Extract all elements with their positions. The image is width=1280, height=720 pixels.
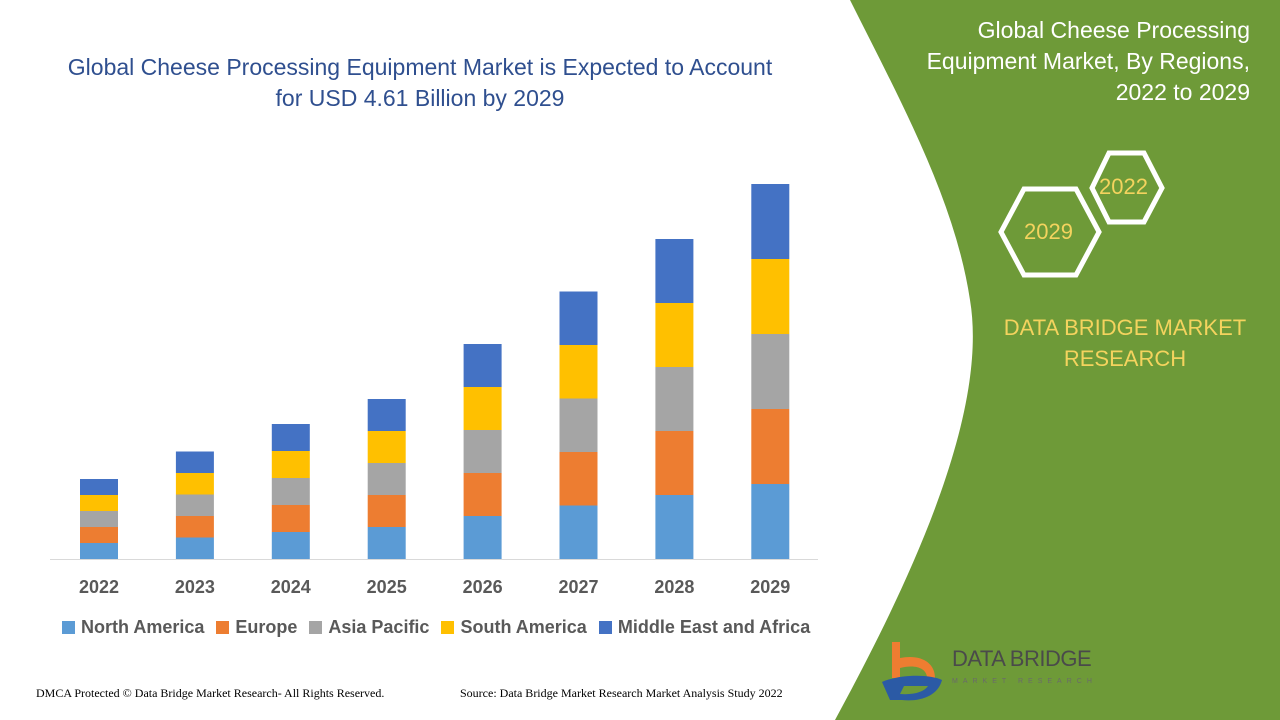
copyright-text: DMCA Protected © Data Bridge Market Rese… xyxy=(36,686,385,700)
bar-2023-south-america xyxy=(175,473,214,495)
bar-2028-north-america xyxy=(655,495,694,559)
hexagon-2022 xyxy=(1089,150,1165,225)
bar-2024-middle-east-and-africa xyxy=(271,424,310,451)
bar-2028-middle-east-and-africa xyxy=(655,239,694,303)
bar-2025-europe xyxy=(367,495,406,527)
bar-2026-europe xyxy=(463,473,502,516)
logo-subtext: MARKET RESEARCH xyxy=(952,678,1097,685)
bar-2023-europe xyxy=(175,516,214,538)
bar-2025-south-america xyxy=(367,431,406,463)
bar-2027-middle-east-and-africa xyxy=(559,291,598,345)
bar-2022-europe xyxy=(80,527,118,543)
legend-swatch xyxy=(441,621,455,634)
bar-2025-middle-east-and-africa xyxy=(367,399,406,431)
legend-swatch xyxy=(598,621,612,634)
legend-label: Middle East and Africa xyxy=(617,617,811,637)
bar-2027-north-america xyxy=(559,505,598,559)
legend-label: North America xyxy=(81,617,205,637)
bar-2027-europe xyxy=(559,452,598,506)
legend-label: Europe xyxy=(235,617,298,637)
legend-swatch xyxy=(62,621,75,634)
x-tick-label: 2022 xyxy=(79,577,119,597)
legend-swatch xyxy=(309,621,323,634)
bar-2023-middle-east-and-africa xyxy=(175,451,214,473)
bar-2025-asia-pacific xyxy=(367,463,406,495)
logo-text: DATA BRIDGE xyxy=(952,646,1092,671)
data-bridge-logo-icon xyxy=(882,642,942,701)
green-panel xyxy=(835,0,1280,720)
legend-label: Asia Pacific xyxy=(328,617,430,637)
bar-2026-south-america xyxy=(463,387,502,430)
bar-2024-asia-pacific xyxy=(271,478,310,505)
legend-item: South America xyxy=(441,617,587,638)
legend-swatch xyxy=(216,621,230,634)
source-text: Source: Data Bridge Market Research Mark… xyxy=(460,686,783,700)
hex-label-2022: 2022 xyxy=(1099,174,1148,199)
chart-title: Global Cheese Processing Equipment Marke… xyxy=(67,54,773,111)
legend-item: Middle East and Africa xyxy=(598,617,811,638)
bar-2028-asia-pacific xyxy=(655,367,694,431)
bar-2023-asia-pacific xyxy=(175,494,214,516)
x-tick-label: 2026 xyxy=(463,577,503,597)
bar-2026-asia-pacific xyxy=(463,430,502,473)
bar-2029-asia-pacific xyxy=(751,334,790,409)
bar-2022-asia-pacific xyxy=(80,511,118,527)
bar-2029-north-america xyxy=(751,484,790,559)
bar-2024-europe xyxy=(271,505,310,532)
bar-2028-south-america xyxy=(655,303,694,367)
bar-2024-south-america xyxy=(271,451,310,478)
x-tick-label: 2023 xyxy=(175,577,215,597)
bar-2024-north-america xyxy=(271,532,310,559)
bar-2029-middle-east-and-africa xyxy=(751,184,790,259)
bar-2023-north-america xyxy=(175,537,214,559)
bar-2025-north-america xyxy=(367,527,406,559)
side-title: Global Cheese Processing Equipment Marke… xyxy=(926,17,1250,105)
x-tick-label: 2027 xyxy=(558,577,598,597)
bar-2029-south-america xyxy=(751,259,790,334)
legend: North America Europe Asia Pacific South Ame… xyxy=(62,617,810,638)
bar-2026-middle-east-and-africa xyxy=(463,344,502,387)
legend-item: Europe xyxy=(216,617,297,638)
bar-2028-europe xyxy=(655,431,694,495)
bar-2022-south-america xyxy=(80,495,118,511)
bar-2027-south-america xyxy=(559,345,598,399)
brand-name: DATA BRIDGE MARKET RESEARCH xyxy=(1003,315,1247,371)
bar-2027-asia-pacific xyxy=(559,398,598,452)
bar-2022-middle-east-and-africa xyxy=(80,479,118,495)
hexagon-2029 xyxy=(998,186,1102,278)
legend-item: North America xyxy=(62,617,204,638)
bar-2029-europe xyxy=(751,409,790,484)
bar-2022-north-america xyxy=(80,543,118,559)
hex-label-2029: 2029 xyxy=(1024,219,1073,244)
x-tick-label: 2028 xyxy=(654,577,694,597)
legend-label: South America xyxy=(460,617,587,637)
bar-2026-north-america xyxy=(463,516,502,559)
x-tick-label: 2024 xyxy=(271,577,311,597)
x-tick-label: 2025 xyxy=(367,577,407,597)
legend-item: Asia Pacific xyxy=(309,617,429,638)
x-tick-label: 2029 xyxy=(750,577,790,597)
